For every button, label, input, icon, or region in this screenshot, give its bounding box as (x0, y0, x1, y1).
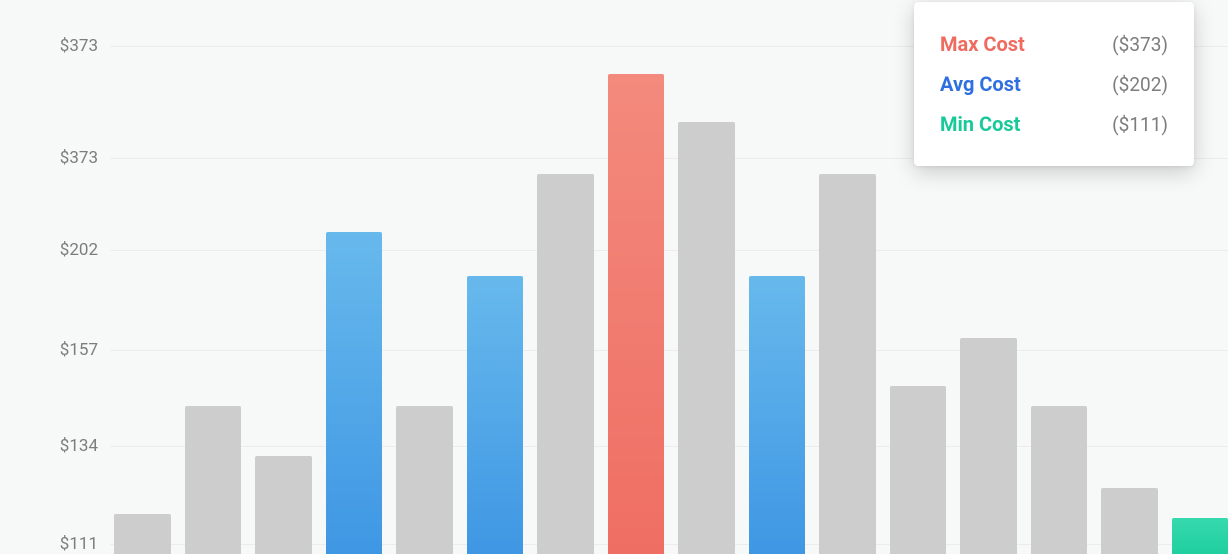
legend-row: Max Cost ($373) (940, 24, 1168, 64)
y-tick-label: $134 (60, 436, 98, 456)
bar (114, 514, 171, 554)
legend-label: Min Cost (940, 112, 1020, 136)
bar (960, 338, 1017, 554)
y-tick-label: $373 (60, 36, 98, 56)
legend-value: ($111) (1112, 113, 1168, 136)
bar (255, 456, 312, 554)
cost-bar-chart: $373 $373 $202 $157 $134 $111 Max Cost ($373) A… (0, 0, 1228, 554)
bar (1172, 518, 1228, 554)
legend-row: Avg Cost ($202) (940, 64, 1168, 104)
bar (819, 174, 876, 554)
y-tick-label: $202 (60, 240, 98, 260)
bar (185, 406, 242, 554)
legend-card: Max Cost ($373) Avg Cost ($202) Min Cost ($11… (914, 2, 1194, 166)
legend-value: ($202) (1112, 73, 1168, 96)
bar (1031, 406, 1088, 554)
legend-label: Avg Cost (940, 72, 1021, 96)
legend-value: ($373) (1112, 33, 1168, 56)
y-tick-label: $157 (60, 340, 98, 360)
bar (678, 122, 735, 554)
y-tick-label: $373 (60, 148, 98, 168)
bar (608, 74, 665, 554)
bar (467, 276, 524, 554)
y-tick-label: $111 (60, 534, 98, 554)
legend-row: Min Cost ($111) (940, 104, 1168, 144)
bar (749, 276, 806, 554)
bar (890, 386, 947, 554)
legend-label: Max Cost (940, 32, 1025, 56)
bar (537, 174, 594, 554)
bar (326, 232, 383, 554)
bar (396, 406, 453, 554)
bar (1101, 488, 1158, 554)
y-axis: $373 $373 $202 $157 $134 $111 (0, 0, 110, 554)
